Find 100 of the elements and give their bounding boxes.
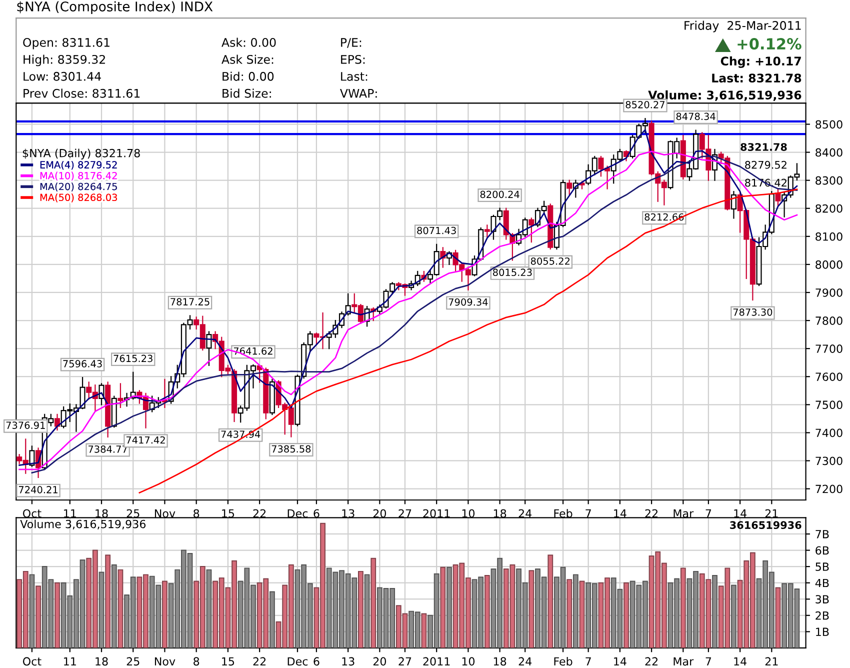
y-tick-label: 4B	[815, 578, 829, 588]
y-tick-label: 8400	[816, 148, 842, 157]
text: VWAP:	[340, 89, 377, 98]
annotation: 8055.22	[530, 257, 570, 265]
legend-label: MA(20) 8264.75	[40, 182, 117, 192]
x-tick-label: 18	[494, 657, 506, 666]
y-tick-label: 8200	[816, 204, 842, 213]
x-tick-label: Feb	[554, 656, 572, 666]
y-tick-label: 7500	[816, 400, 842, 410]
x-tick-label: 18	[96, 657, 108, 666]
x-tick-label: 2011	[423, 657, 450, 666]
text: High: 8359.32	[24, 54, 105, 66]
legend-label: EMA(4) 8279.52	[40, 160, 117, 170]
annotation: 8321.78	[740, 143, 787, 151]
x-tick-label: 7	[706, 657, 712, 666]
x-tick-label: Oct	[22, 657, 42, 666]
x-tick-label: 22	[253, 509, 266, 518]
x-tick-label: 13	[342, 657, 354, 666]
y-tick-label: 7300	[816, 456, 842, 466]
x-tick-label: 25	[126, 509, 140, 518]
x-tick-label: 7	[706, 509, 712, 518]
y-tick-label: 8100	[816, 232, 842, 241]
y-tick-label: 8000	[816, 260, 842, 269]
x-tick-label: 14	[614, 657, 626, 666]
annotation: 7385.58	[272, 445, 311, 453]
text: Low: 8301.44	[24, 72, 101, 81]
y-tick-label: 7700	[816, 344, 842, 353]
y-tick-label: 7600	[816, 372, 842, 381]
y-tick-label: 7800	[816, 316, 842, 325]
text: Bid: 0.00	[222, 72, 274, 81]
x-tick-label: 21	[765, 657, 778, 666]
x-tick-label: 15	[222, 509, 234, 518]
annotation: 7417.42	[126, 436, 165, 444]
x-tick-label: 14	[734, 509, 746, 518]
x-tick-label: 8	[194, 657, 200, 666]
y-tick-label: 5B	[816, 562, 829, 571]
y-tick-label: 7200	[816, 484, 842, 494]
text: +0.12%	[738, 38, 802, 50]
legend-label: MA(10) 8176.42	[40, 172, 117, 180]
x-tick-label: 22	[645, 509, 658, 518]
x-tick-label: Nov	[154, 509, 176, 518]
text: Ask: 0.00	[222, 38, 276, 47]
text: Friday 25-Mar-2011	[684, 20, 801, 32]
x-tick-label: 13	[342, 509, 354, 518]
y-tick-label: 7900	[816, 288, 842, 297]
y-tick-label: 6B	[816, 546, 829, 555]
x-tick-label: 24	[518, 509, 532, 518]
x-tick-label: 20	[373, 657, 386, 666]
text: Prev Close: 8311.61	[24, 88, 140, 98]
annotation: 7240.21	[18, 486, 58, 494]
text: Last:	[341, 72, 368, 81]
y-tick-label: 8300	[816, 176, 842, 185]
text: P/E:	[341, 38, 362, 48]
text: Bid Size:	[222, 88, 271, 98]
x-tick-label: 8	[194, 509, 200, 518]
x-tick-label: Oct	[22, 509, 42, 518]
x-tick-label: Nov	[154, 657, 176, 666]
x-tick-label: 15	[222, 657, 234, 666]
x-tick-label: 27	[398, 657, 412, 666]
x-tick-label: 14	[614, 509, 626, 518]
text: Volume: 3,616,519,936	[648, 90, 802, 102]
text: $NYA (Composite Index) INDX	[17, 1, 213, 14]
x-tick-label: 20	[373, 509, 386, 518]
x-tick-label: 22	[253, 657, 266, 666]
annotation: 7615.23	[114, 354, 152, 362]
annotation: 8478.34	[676, 112, 716, 120]
x-tick-label: 18	[494, 509, 506, 518]
x-tick-label: Mar	[674, 509, 694, 518]
y-tick-label: 3B	[816, 595, 829, 604]
annotation: 7596.43	[63, 360, 102, 368]
x-tick-label: 27	[398, 509, 412, 518]
x-tick-label: 6	[314, 509, 320, 518]
x-tick-label: 11	[64, 509, 76, 518]
annotation: 8279.52	[745, 160, 786, 169]
text: Chg: +10.17	[720, 56, 801, 68]
legend-title: $NYA (Daily) 8321.78	[22, 148, 140, 160]
annotation: 8200.24	[480, 190, 520, 198]
annotation: 8015.23	[493, 268, 532, 276]
annotation: 7376.91	[6, 422, 45, 429]
x-tick-label: 6	[314, 657, 320, 666]
text: Ask Size:	[222, 54, 274, 64]
text: EPS:	[341, 54, 365, 64]
x-tick-label: Dec	[288, 657, 308, 666]
chart-title: Volume 3,616,519,936	[20, 520, 146, 530]
x-tick-label: 10	[462, 509, 475, 518]
text: Open: 8311.61	[23, 38, 110, 50]
annotation: 7873.30	[733, 308, 772, 316]
annotation: 7909.34	[448, 298, 488, 306]
annotation: 3616519936	[730, 521, 802, 530]
x-tick-label: 14	[734, 657, 746, 666]
text: Last: 8321.78	[712, 74, 802, 83]
x-tick-label: Dec	[288, 509, 308, 518]
legend-label: MA(50) 8268.03	[40, 194, 117, 202]
x-tick-label: 11	[64, 657, 76, 666]
y-tick-label: 1B	[816, 628, 829, 636]
annotation: 8520.27	[626, 100, 664, 108]
annotation: 8071.43	[417, 226, 456, 234]
x-tick-label: 22	[645, 657, 658, 666]
x-tick-label: Mar	[674, 657, 694, 666]
y-tick-label: 8500	[816, 120, 842, 129]
